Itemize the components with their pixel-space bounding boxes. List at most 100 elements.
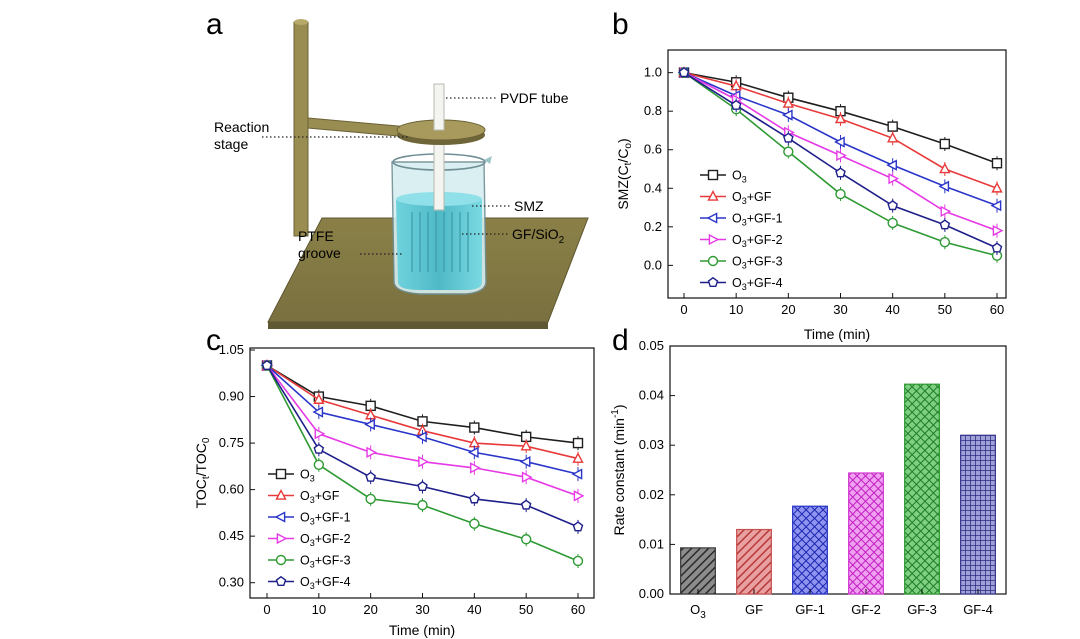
legend-marker: [275, 554, 287, 566]
legend-entry-base: O: [300, 489, 310, 503]
legend-marker: [276, 532, 288, 545]
y-tick-label: 0.4: [644, 180, 662, 195]
y-tick-label: 0.02: [639, 487, 664, 502]
x-tick-label: 60: [571, 602, 585, 617]
panel-c-plot: 0 10 20 30 40 50 600.300.450.600.750.901.05O3O…: [219, 342, 586, 617]
legend-entry: O3+GF-3: [300, 554, 351, 570]
data-point: [940, 205, 952, 218]
data-point: [313, 393, 325, 404]
legend-entry: O3+GF-4: [732, 276, 783, 292]
x-tick-label: 10: [312, 602, 326, 617]
data-point: [783, 146, 794, 157]
legend-marker: [707, 255, 719, 267]
y-tick-label: 0.6: [644, 142, 662, 157]
data-point: [886, 159, 897, 171]
x-tick-label: O3: [690, 602, 706, 621]
data-point: [939, 237, 951, 248]
legend-entry-sub: 3: [742, 175, 747, 185]
y-tick-label: 0.90: [219, 389, 244, 404]
x-tick-label: 30: [833, 302, 847, 317]
x-tick-label-base: O: [690, 602, 700, 617]
panel-b-letter: b: [612, 8, 629, 41]
data-point: [519, 456, 531, 468]
x-tick-label: 40: [467, 602, 481, 617]
gf-sio2-label-sub: 2: [559, 235, 565, 246]
data-point: [939, 219, 951, 230]
legend-entry-sub: 3: [742, 282, 747, 292]
data-point: [887, 217, 898, 229]
data-point: [469, 518, 480, 529]
x-tick-label: GF-1: [795, 602, 825, 617]
data-point: [520, 439, 532, 451]
data-point: [834, 136, 845, 148]
panel-d: d 0.00 0.01 0.02 0.03 0.04 0.05 O3 GF GF-1 GF-2 GF…: [610, 324, 1007, 621]
panel-c-ylabel: TOCt/TOC0: [193, 437, 212, 508]
data-point: [939, 162, 951, 174]
legend-entry-suffix: +GF-3: [747, 255, 783, 269]
ptfe-groove-label-2: groove: [298, 245, 341, 261]
x-tick-label: 50: [519, 602, 533, 617]
legend-marker: [275, 468, 287, 480]
data-point: [990, 199, 1002, 212]
data-point: [730, 99, 742, 110]
data-point: [467, 446, 479, 459]
bar-gf-3: [904, 383, 940, 595]
data-point: [572, 452, 584, 463]
data-point: [834, 112, 847, 124]
data-point: [313, 443, 325, 454]
legend-marker: [275, 489, 287, 500]
data-point: [520, 499, 532, 510]
bar-gf-2: [848, 472, 884, 595]
panel-d-plot: 0.00 0.01 0.02 0.03 0.04 0.05 O3 GF GF-1 GF-2 GF-3…: [639, 338, 996, 621]
data-point: [364, 418, 375, 431]
reaction-stage-label-1: Reaction: [214, 119, 269, 135]
legend-entry-base: O: [732, 233, 742, 247]
y-tick-label: 0.75: [219, 435, 244, 450]
x-tick-label: 10: [729, 302, 743, 317]
data-point: [991, 242, 1003, 253]
legend-entry-sub: 3: [310, 517, 315, 527]
panel-b-frame: [667, 49, 1007, 299]
legend-entry-sub: 3: [310, 495, 315, 505]
legend-entry: O3+GF-2: [300, 532, 351, 548]
annotation-leaders: [262, 97, 512, 255]
legend-entry-suffix: +GF: [747, 190, 772, 204]
legend-entry-suffix: +GF-1: [315, 511, 351, 525]
y-tick-label: 0.03: [639, 437, 664, 452]
data-point: [938, 180, 950, 193]
legend-entry-base: O: [300, 468, 310, 482]
data-point: [939, 138, 951, 150]
legend-entry: O3+GF: [300, 489, 340, 505]
data-point: [417, 480, 428, 492]
data-point: [312, 406, 324, 418]
legend-entry-base: O: [300, 532, 310, 546]
legend-entry-suffix: +GF-2: [315, 532, 351, 546]
legend-entry: O3: [732, 169, 747, 185]
data-point: [783, 132, 794, 143]
legend-entry: O3+GF-2: [732, 233, 783, 249]
legend-entry-sub: 3: [742, 261, 747, 271]
legend-entry-suffix: +GF-1: [747, 212, 783, 226]
y-tick-label: 0.45: [219, 528, 244, 543]
data-point: [572, 521, 584, 532]
x-tick-label: GF-2: [851, 602, 881, 617]
legend-entry-sub: 3: [310, 538, 315, 548]
panel-d-ylabel: Rate constant (min-1): [610, 404, 627, 535]
data-point: [887, 200, 898, 211]
gf-sio2-label: GF/SiO2: [512, 226, 565, 246]
legend-marker: [274, 511, 286, 523]
x-tick-label-base: GF-3: [907, 602, 937, 617]
series-line-gf-34: [683, 71, 998, 257]
legend-marker: [275, 575, 287, 587]
y-tick-label: 0.01: [639, 536, 664, 551]
gf-sio2-label-text: GF/SiO: [512, 226, 559, 242]
y-tick-label: 1.05: [219, 342, 244, 357]
legend-entry-suffix: +GF-4: [315, 575, 351, 589]
legend-entry: O3+GF-3: [732, 255, 783, 271]
x-tick-label: GF-3: [907, 602, 937, 617]
y-tick-label: 0.30: [219, 575, 244, 590]
y-tick-label: 0.8: [644, 103, 662, 118]
y-tick-label: 0.05: [639, 338, 664, 353]
data-point: [991, 181, 1003, 193]
